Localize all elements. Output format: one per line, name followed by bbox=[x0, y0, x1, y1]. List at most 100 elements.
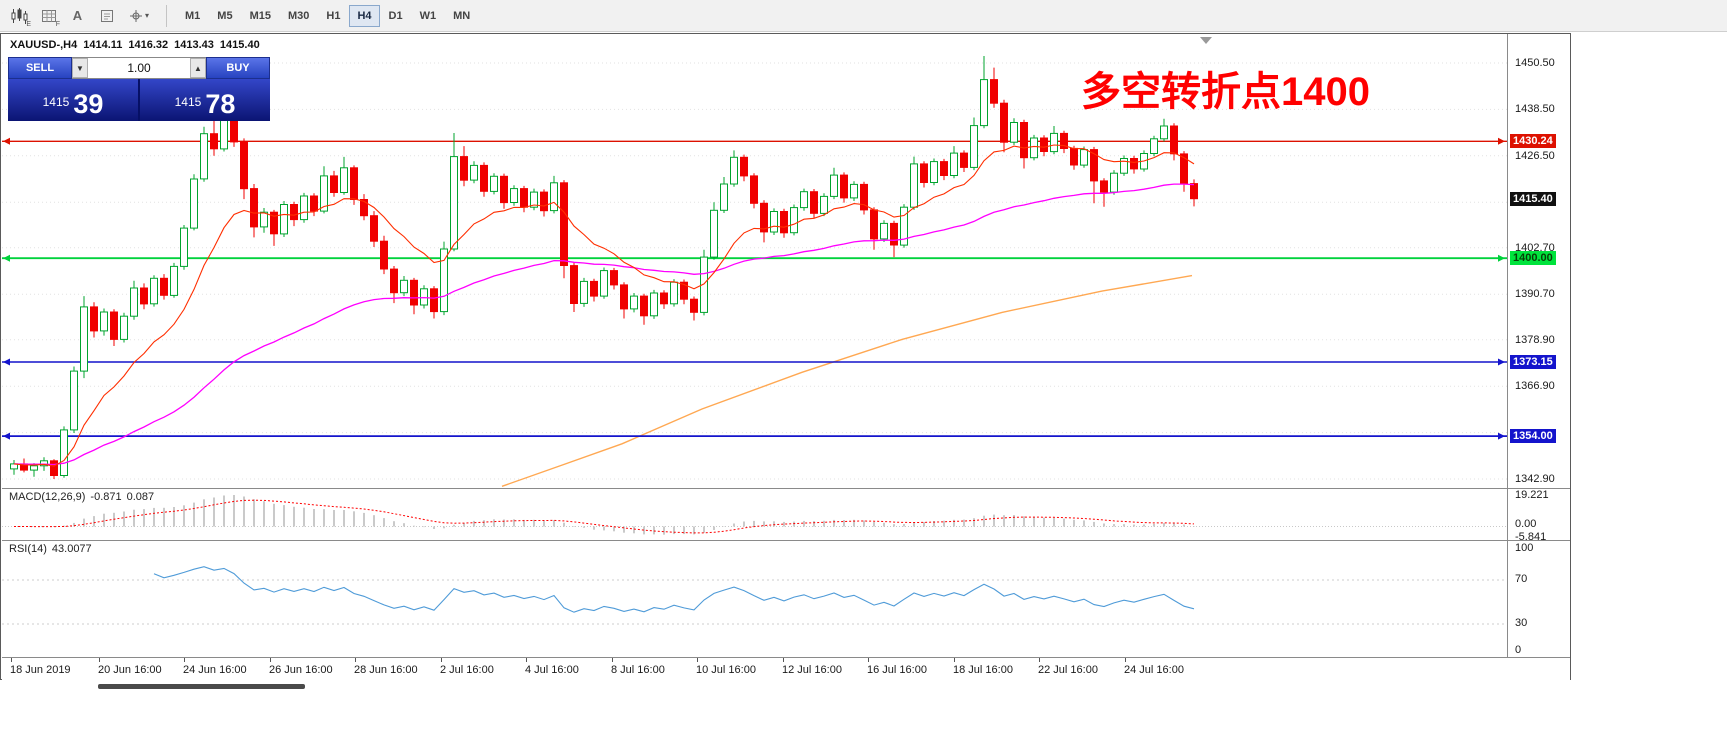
one-click-trading-panel: SELL ▼ 1.00 ▲ BUY 1415 39 1415 78 bbox=[8, 57, 270, 121]
candle bbox=[380, 240, 388, 270]
timeframe-button-m15[interactable]: M15 bbox=[242, 5, 279, 27]
time-axis-label: 22 Jul 16:00 bbox=[1038, 664, 1098, 676]
candle bbox=[560, 182, 568, 266]
candle bbox=[200, 133, 208, 180]
candle bbox=[1160, 125, 1168, 140]
time-tick bbox=[270, 658, 271, 662]
low-value: 1413.43 bbox=[174, 39, 214, 51]
chart-shift-marker[interactable] bbox=[1200, 37, 1212, 44]
candle bbox=[110, 311, 118, 340]
candle bbox=[450, 156, 458, 250]
candle bbox=[330, 175, 338, 193]
candle bbox=[360, 199, 368, 217]
candle bbox=[210, 133, 218, 150]
toolbar-separator bbox=[166, 4, 167, 27]
price-axis-label: 1342.90 bbox=[1515, 473, 1555, 485]
candle bbox=[740, 156, 748, 177]
candle bbox=[1020, 122, 1028, 159]
candle bbox=[780, 211, 788, 234]
timeframe-button-h4[interactable]: H4 bbox=[349, 4, 380, 27]
candle bbox=[660, 292, 668, 305]
symbol-timeframe-label: XAUUSD-,H4 bbox=[10, 39, 78, 51]
candle bbox=[980, 79, 988, 127]
candle bbox=[130, 287, 138, 317]
slow-ma-line bbox=[501, 274, 1193, 487]
price-axis-label: 1366.90 bbox=[1515, 380, 1555, 392]
candle bbox=[280, 204, 288, 235]
hline-left-marker bbox=[3, 254, 10, 262]
candle bbox=[540, 191, 548, 212]
time-axis-label: 18 Jun 2019 bbox=[10, 664, 71, 676]
price-axis-label: 1390.70 bbox=[1515, 288, 1555, 300]
timeframe-button-h1[interactable]: H1 bbox=[318, 5, 348, 27]
price-axis-label: 1426.50 bbox=[1515, 150, 1555, 162]
candle bbox=[830, 174, 838, 197]
candle bbox=[1030, 137, 1038, 159]
price-badge: 1430.24 bbox=[1510, 134, 1556, 148]
timeframe-button-mn[interactable]: MN bbox=[445, 5, 478, 27]
candle bbox=[840, 174, 848, 199]
candle bbox=[1040, 137, 1048, 152]
rsi-indicator-label: RSI(14) 43.0077 bbox=[9, 543, 92, 555]
price-axis-separator bbox=[1507, 34, 1508, 657]
candle bbox=[1090, 149, 1098, 182]
macd-name: MACD(12,26,9) bbox=[9, 491, 86, 503]
crosshair-cursor-icon[interactable]: ▾ bbox=[122, 4, 156, 28]
sell-price-display[interactable]: 1415 39 bbox=[8, 79, 138, 121]
time-axis-label: 26 Jun 16:00 bbox=[269, 664, 333, 676]
time-axis-label: 20 Jun 16:00 bbox=[98, 664, 162, 676]
time-axis-label: 4 Jul 16:00 bbox=[525, 664, 579, 676]
chart-annotation-text[interactable]: 多空转折点1400 bbox=[1081, 70, 1370, 114]
candle bbox=[1190, 183, 1198, 200]
timeframe-button-w1[interactable]: W1 bbox=[412, 5, 445, 27]
time-tick bbox=[868, 658, 869, 662]
candle bbox=[1060, 132, 1068, 150]
lot-size-value[interactable]: 1.00 bbox=[127, 61, 151, 75]
timeframe-button-d1[interactable]: D1 bbox=[381, 5, 411, 27]
macd-histogram bbox=[23, 495, 1195, 535]
price-badge: 1400.00 bbox=[1510, 251, 1556, 265]
panel-splitter-macd[interactable] bbox=[2, 488, 1570, 489]
candle bbox=[410, 279, 418, 306]
panel-splitter-rsi[interactable] bbox=[2, 540, 1570, 541]
objects-icon[interactable] bbox=[93, 4, 120, 28]
price-badge: 1373.15 bbox=[1510, 355, 1556, 369]
hline-left-marker bbox=[3, 358, 10, 366]
lot-decrease-button[interactable]: ▼ bbox=[72, 58, 88, 78]
time-axis-label: 24 Jun 16:00 bbox=[183, 664, 247, 676]
candle bbox=[650, 292, 658, 317]
price-axis[interactable]: 1450.50 1438.50 1426.50 1402.70 1390.70 1378.… bbox=[1508, 34, 1570, 657]
text-label-icon[interactable]: A bbox=[64, 4, 91, 28]
timeframe-button-m5[interactable]: M5 bbox=[209, 5, 240, 27]
time-axis-label: 8 Jul 16:00 bbox=[611, 664, 665, 676]
timeframe-buttons-group: M1 M5 M15 M30 H1 H4 D1 W1 MN bbox=[177, 4, 478, 27]
timeframe-button-m30[interactable]: M30 bbox=[280, 5, 317, 27]
candle bbox=[310, 195, 318, 212]
candle bbox=[730, 156, 738, 185]
candle bbox=[610, 270, 618, 286]
time-tick bbox=[11, 658, 12, 662]
candle bbox=[860, 183, 868, 211]
open-value: 1414.11 bbox=[83, 39, 123, 51]
time-tick bbox=[355, 658, 356, 662]
candle bbox=[600, 270, 608, 297]
time-axis[interactable]: 18 Jun 2019 20 Jun 16:00 24 Jun 16:00 26 Ju… bbox=[2, 657, 1570, 680]
lot-increase-button[interactable]: ▲ bbox=[190, 58, 206, 78]
candlestick-chart-icon[interactable]: E bbox=[6, 4, 33, 28]
chart-ohlc-header: XAUUSD-,H4 1414.11 1416.32 1413.43 1415.… bbox=[10, 39, 260, 51]
candle bbox=[550, 182, 558, 212]
timeframe-button-m1[interactable]: M1 bbox=[177, 5, 208, 27]
fast-ma-line bbox=[13, 144, 1195, 467]
candle bbox=[1100, 180, 1108, 193]
sell-button[interactable]: SELL bbox=[8, 57, 72, 79]
candle bbox=[700, 256, 708, 313]
buy-price-display[interactable]: 1415 78 bbox=[140, 79, 270, 121]
time-tick bbox=[441, 658, 442, 662]
candle bbox=[1070, 147, 1078, 166]
candle bbox=[970, 125, 978, 168]
rsi-line bbox=[153, 566, 1195, 613]
candle bbox=[70, 370, 78, 431]
grid-icon[interactable]: F bbox=[35, 4, 62, 28]
buy-button[interactable]: BUY bbox=[206, 57, 270, 79]
macd-signal-value: 0.087 bbox=[126, 491, 155, 503]
